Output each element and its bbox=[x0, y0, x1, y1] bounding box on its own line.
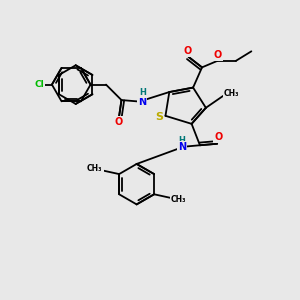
Text: H: H bbox=[139, 88, 146, 97]
Text: Cl: Cl bbox=[34, 80, 44, 89]
Text: CH₃: CH₃ bbox=[224, 89, 239, 98]
Text: S: S bbox=[155, 112, 163, 122]
Text: O: O bbox=[183, 46, 191, 56]
Text: CH₃: CH₃ bbox=[171, 195, 186, 204]
Text: H: H bbox=[179, 136, 185, 145]
Text: N: N bbox=[138, 97, 146, 106]
Text: O: O bbox=[214, 50, 222, 60]
Text: O: O bbox=[115, 117, 123, 127]
Text: CH₃: CH₃ bbox=[87, 164, 103, 173]
Text: O: O bbox=[214, 132, 223, 142]
Text: N: N bbox=[178, 142, 186, 152]
